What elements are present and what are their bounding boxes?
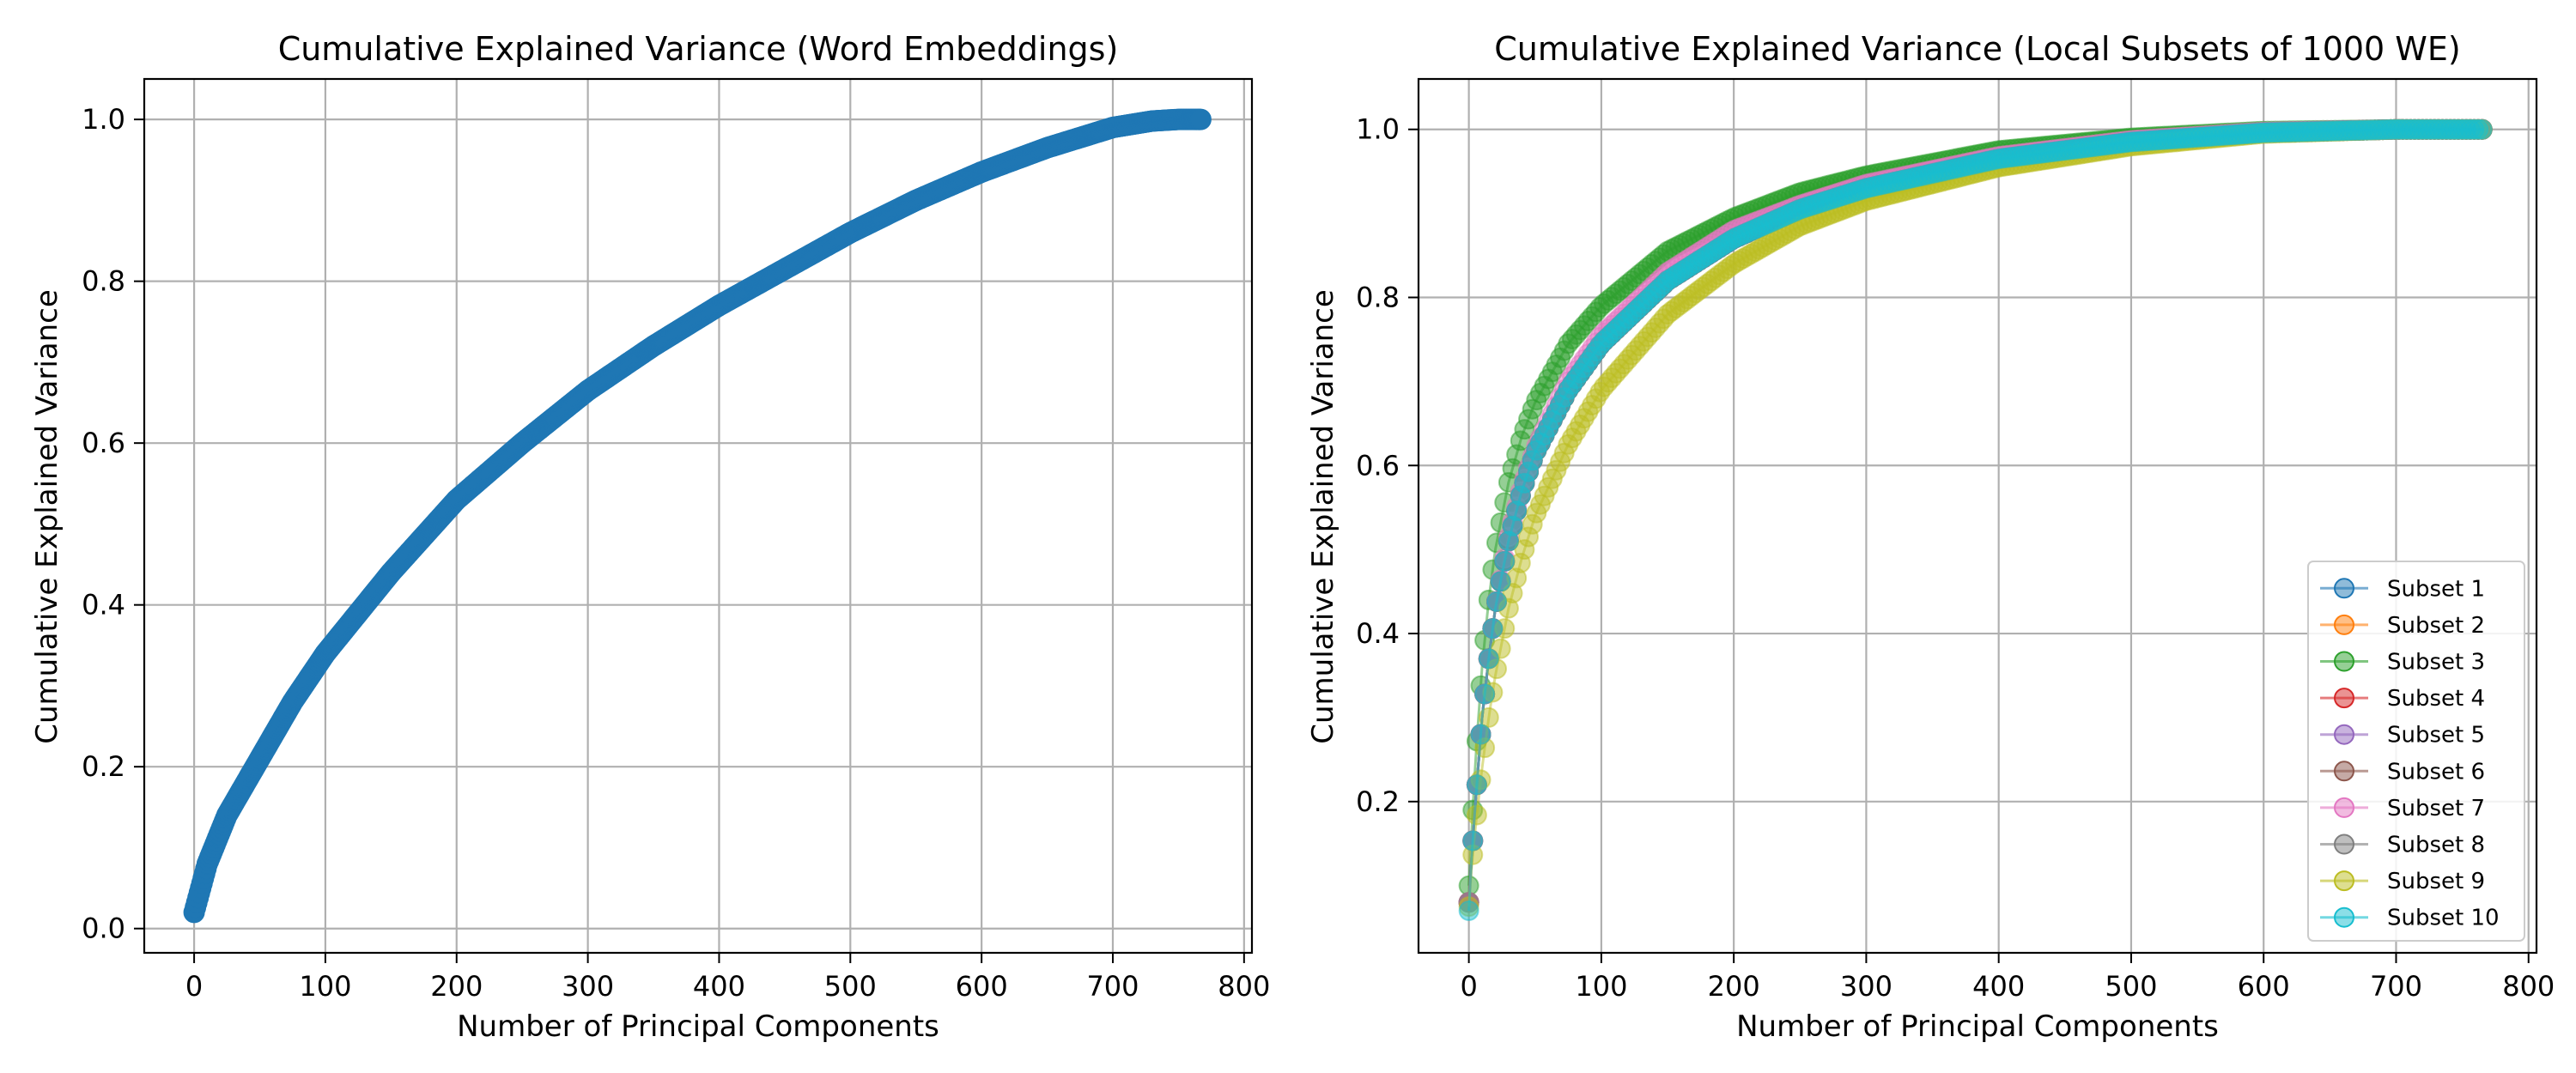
right-y-tick-label: 0.8 [1356,282,1400,314]
series-point [1474,683,1496,705]
legend-marker [2334,688,2354,709]
right-y-tick-label: 1.0 [1356,113,1400,146]
right-chart-panel: Cumulative Explained Variance (Local Sub… [1306,30,2555,1044]
series-subset-10 [1458,118,2493,922]
legend-label: Subset 5 [2387,723,2485,749]
legend-label: Subset 3 [2387,650,2485,676]
series-point [1482,618,1504,640]
legend-marker [2334,906,2354,928]
left-y-tick-label: 0.4 [82,589,125,621]
right-y-tick-label: 0.6 [1356,449,1400,482]
series-point [1478,706,1499,728]
legend-marker [2334,651,2354,672]
right-x-tick-label: 200 [1708,970,1760,1003]
left-x-tick-label: 600 [956,970,1008,1003]
left-ticks: 0 100 200 300 400 500 600 700 800 0.0 0.2 0.4 0.6 0.8… [82,103,1270,1003]
left-x-tick-label: 400 [693,970,745,1003]
right-x-tick-label: 100 [1575,970,1627,1003]
legend-label: Subset 7 [2387,796,2485,821]
left-x-tick-label: 700 [1086,970,1139,1003]
series-point [1466,804,1487,826]
legend-label: Subset 2 [2387,613,2485,639]
left-x-tick-label: 800 [1218,970,1270,1003]
series-point [1458,900,1479,922]
legend-label: Subset 1 [2387,576,2485,602]
right-y-axis-label: Cumulative Explained Variance [1306,289,1340,744]
right-x-tick-label: 0 [1460,970,1477,1003]
left-x-tick-label: 500 [824,970,877,1003]
right-plot-area [1458,118,2493,922]
left-plot-area [183,108,1212,924]
series-point [1478,648,1499,670]
right-x-tick-label: 700 [2370,970,2422,1003]
left-x-tick-label: 100 [299,970,351,1003]
right-ticks: 0 100 200 300 400 500 600 700 800 0.2 0.4 0.6 0.8 1.0 [1356,113,2555,1003]
right-y-tick-label: 0.4 [1356,617,1400,650]
left-y-tick-label: 0.6 [82,427,125,459]
series-point [1462,830,1484,852]
legend-item: Subset 4 [2320,686,2485,712]
legend-item: Subset 1 [2320,576,2485,602]
legend-item: Subset 7 [2320,796,2485,821]
left-axes-frame [143,77,1254,955]
right-chart-title: Cumulative Explained Variance (Local Sub… [1494,30,2460,68]
legend-item: Subset 9 [2320,869,2485,894]
left-chart-panel: Cumulative Explained Variance (Word Embe… [30,30,1270,1044]
legend-item: Subset 6 [2320,759,2485,785]
legend-marker [2334,724,2354,745]
legend-marker [2334,834,2354,855]
series-point [1466,774,1487,796]
legend-label: Subset 4 [2387,686,2485,712]
left-x-tick-label: 300 [562,970,614,1003]
legend-label: Subset 8 [2387,833,2485,858]
series-point [2471,118,2493,140]
left-y-tick-label: 0.0 [82,912,125,945]
right-x-tick-label: 600 [2238,970,2290,1003]
right-x-axis-label: Number of Principal Components [1736,1009,2219,1044]
right-x-tick-label: 500 [2105,970,2157,1003]
left-chart-title: Cumulative Explained Variance (Word Embe… [278,30,1119,68]
legend-item: Subset 2 [2320,613,2485,639]
component-point [1189,108,1212,130]
left-y-axis-label: Cumulative Explained Variance [30,289,64,744]
legend-item: Subset 10 [2320,906,2500,931]
legend: Subset 1 Subset 2 Subset 3 Subset 4 Subset 5… [2307,561,2525,942]
right-x-tick-label: 300 [1840,970,1893,1003]
left-x-tick-label: 200 [430,970,483,1003]
series-point [1490,571,1511,592]
legend-marker [2334,870,2354,892]
left-x-tick-label: 0 [185,970,203,1003]
series-point [1486,591,1508,612]
legend-item: Subset 8 [2320,833,2485,858]
legend-label: Subset 6 [2387,759,2485,785]
series-point [1470,724,1492,745]
legend-marker [2334,614,2354,635]
right-y-tick-label: 0.2 [1356,785,1400,818]
legend-item: Subset 3 [2320,650,2485,676]
right-axes-frame [1417,77,2538,955]
legend-box [2307,561,2525,942]
right-x-tick-label: 800 [2502,970,2555,1003]
legend-marker [2334,797,2354,818]
legend-marker [2334,578,2354,599]
right-x-tick-label: 400 [1972,970,2025,1003]
left-y-tick-label: 0.2 [82,750,125,783]
left-y-tick-label: 0.8 [82,265,125,298]
series-point [1494,550,1516,572]
legend-marker [2334,761,2354,782]
left-x-axis-label: Number of Principal Components [457,1009,939,1044]
legend-label: Subset 10 [2387,906,2500,931]
left-grid [144,79,1252,953]
left-y-tick-label: 1.0 [82,103,125,136]
legend-item: Subset 5 [2320,723,2485,749]
legend-label: Subset 9 [2387,869,2485,894]
